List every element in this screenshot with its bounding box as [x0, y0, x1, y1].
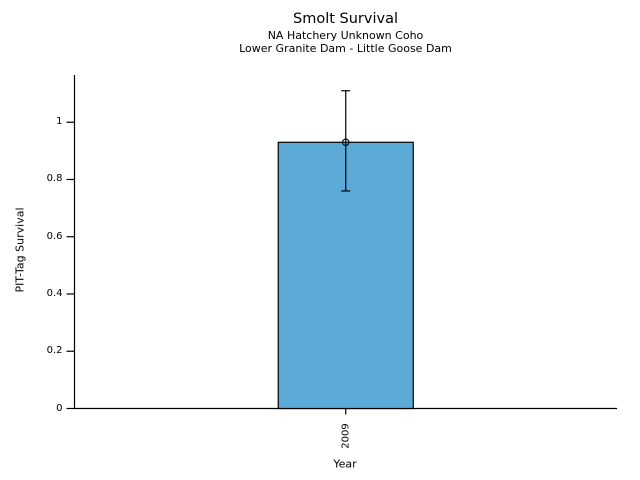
y-tick-label: 0.2	[46, 345, 63, 357]
mean-marker	[341, 138, 350, 147]
x-axis-label: Year	[333, 457, 357, 471]
chart-subtitle-reach: Lower Granite Dam - Little Goose Dam	[239, 42, 452, 55]
y-tick-label: 0.4	[46, 287, 63, 299]
chart-titles: Smolt Survival NA Hatchery Unknown Coho …	[74, 10, 617, 55]
chart-title: Smolt Survival	[293, 11, 398, 27]
y-tick-label: 0.6	[46, 230, 63, 242]
chart-subtitle-species: NA Hatchery Unknown Coho	[267, 29, 424, 42]
x-tick-label: 2009	[340, 422, 352, 449]
y-tick-label: 0	[56, 402, 63, 414]
y-tick-label: 1	[56, 116, 63, 128]
y-tick-label: 0.8	[46, 173, 63, 185]
